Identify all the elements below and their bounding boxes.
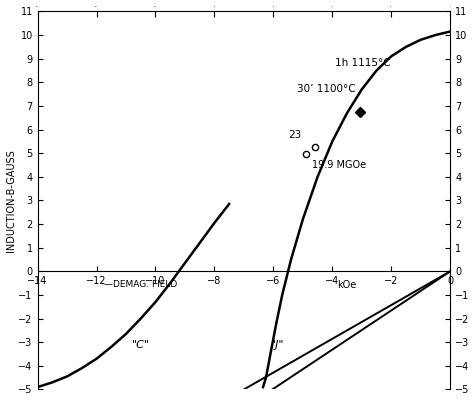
Y-axis label: INDUCTION-B-GAUSS: INDUCTION-B-GAUSS [6,149,16,252]
Text: —DEMAG. FIELD: —DEMAG. FIELD [104,279,177,289]
Text: "J": "J" [271,340,285,350]
Text: 19.9 MGOe: 19.9 MGOe [312,160,366,170]
Text: 30’ 1100°C: 30’ 1100°C [297,84,356,94]
Text: kOe: kOe [337,279,357,290]
Text: 1h 1115°C: 1h 1115°C [335,58,391,68]
Text: 23: 23 [288,130,301,140]
Text: "C": "C" [132,340,150,350]
